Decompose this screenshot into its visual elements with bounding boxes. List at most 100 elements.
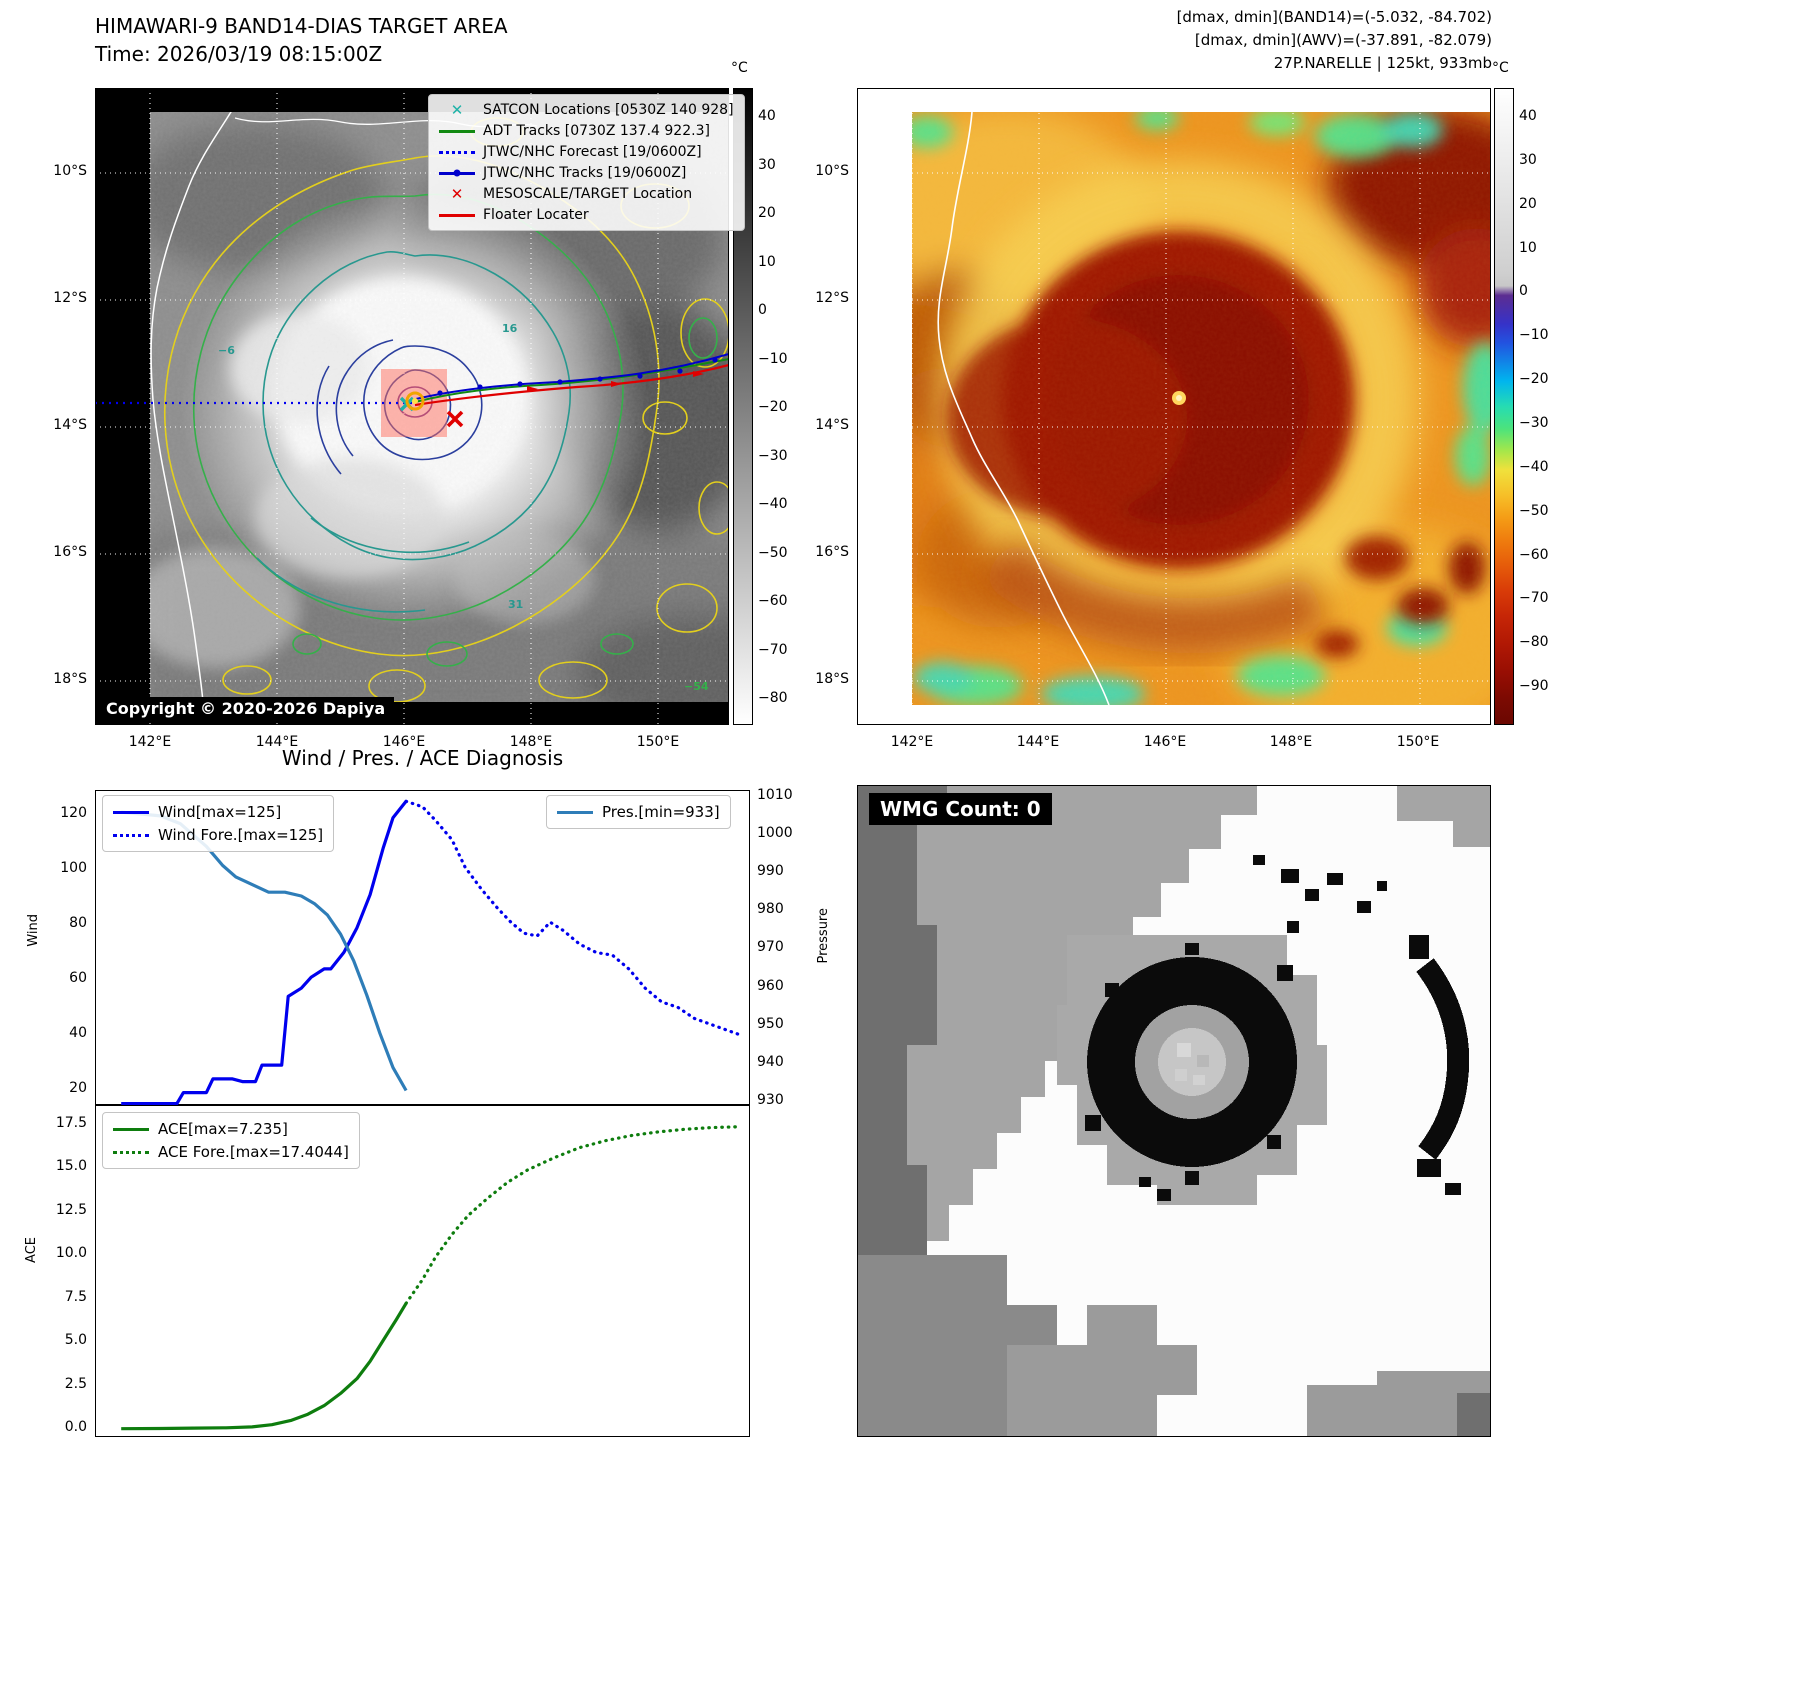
colorbar-tick-label: −80 bbox=[758, 690, 788, 706]
y-tick-label: 980 bbox=[757, 901, 784, 918]
axes-border bbox=[857, 88, 1491, 725]
dotted-line-icon bbox=[113, 833, 149, 837]
contour-label: −6 bbox=[218, 344, 235, 357]
y-tick-label: 930 bbox=[757, 1091, 784, 1108]
y-tick-label: 7.5 bbox=[64, 1288, 87, 1305]
y-tick-label: 120 bbox=[60, 805, 87, 821]
adt-track-line bbox=[414, 358, 729, 403]
grid-lines bbox=[95, 88, 729, 725]
colorbar-tick-label: −40 bbox=[1519, 458, 1549, 475]
wmg-eyewall-ring bbox=[1085, 943, 1298, 1185]
legend-item: Wind[max=125] bbox=[113, 802, 323, 822]
dotted-swatch-icon bbox=[113, 1145, 149, 1159]
colorbar-tick-label: 20 bbox=[1519, 195, 1537, 212]
dotted-swatch-icon bbox=[113, 828, 149, 842]
line-swatch-icon bbox=[439, 208, 475, 222]
colorbar-tick-label: 40 bbox=[758, 108, 776, 124]
lon-tick-label: 144°E bbox=[1016, 734, 1060, 750]
lat-tick-label: 16°S bbox=[53, 544, 87, 560]
lon-tick-label: 148°E bbox=[509, 734, 553, 750]
awv-map bbox=[857, 88, 1491, 725]
axes-border bbox=[857, 785, 1491, 1437]
colorbar-tick-label: 10 bbox=[1519, 239, 1537, 256]
colorbar-tick-label: 30 bbox=[758, 156, 776, 173]
awv-header-line-1: [dmax, dmin](BAND14)=(-5.032, -84.702) bbox=[1176, 8, 1492, 26]
legend-label: ACE Fore.[max=17.4044] bbox=[158, 1143, 349, 1161]
legend-item: ACE[max=7.235] bbox=[113, 1119, 349, 1139]
y-tick-label: 20 bbox=[69, 1079, 87, 1096]
wmg-count-label: WMG Count: 0 bbox=[869, 793, 1052, 825]
y-axis-label: Wind bbox=[26, 913, 41, 947]
mesoscale-x-marker bbox=[446, 410, 464, 428]
legend-item: ACE Fore.[max=17.4044] bbox=[113, 1142, 349, 1162]
legend-label: Floater Locater bbox=[483, 207, 589, 223]
legend-item: ✕ SATCON Locations [0530Z 140 928] bbox=[439, 101, 734, 119]
chart-legend: ACE[max=7.235] ACE Fore.[max=17.4044] bbox=[102, 1112, 360, 1169]
colorbar-tick-label: −10 bbox=[1519, 327, 1549, 344]
colorbar-tick-label: −70 bbox=[758, 641, 788, 658]
y-tick-label: 2.5 bbox=[64, 1375, 87, 1392]
series-line bbox=[121, 1302, 408, 1431]
axes-border bbox=[95, 88, 729, 725]
y-tick-label: 1000 bbox=[757, 825, 793, 841]
band14-time: Time: 2026/03/19 08:15:00Z bbox=[95, 42, 383, 66]
coastline bbox=[937, 112, 1110, 705]
map-legend: ✕ SATCON Locations [0530Z 140 928] ADT Tra… bbox=[428, 94, 745, 231]
awv-colorbar bbox=[1494, 88, 1514, 725]
awv-header-line-3: 27P.NARELLE | 125kt, 933mb bbox=[1273, 54, 1492, 72]
coastline bbox=[150, 112, 232, 702]
colorbar-tick-label: −60 bbox=[1519, 546, 1549, 563]
lat-tick-label: 14°S bbox=[53, 417, 87, 433]
lat-tick-label: 16°S bbox=[815, 544, 849, 560]
colorbar-tick-label: −60 bbox=[758, 593, 788, 609]
linedot-swatch-icon bbox=[439, 166, 475, 180]
y-tick-label: 40 bbox=[69, 1024, 87, 1041]
legend-item: ADT Tracks [0730Z 137.4 922.3] bbox=[439, 122, 734, 140]
storm-tracks bbox=[95, 353, 729, 428]
copyright-text: Copyright © 2020-2026 Dapiya bbox=[97, 697, 395, 720]
lat-tick-label: 18°S bbox=[815, 671, 849, 687]
solid-line-icon bbox=[113, 1127, 149, 1131]
legend-label: JTWC/NHC Tracks [19/0600Z] bbox=[483, 165, 687, 181]
legend-item: Pres.[min=933] bbox=[557, 802, 720, 822]
y-tick-label: 940 bbox=[757, 1053, 784, 1070]
adt-center-marker bbox=[405, 391, 425, 411]
lon-tick-label: 150°E bbox=[1396, 734, 1440, 750]
lat-tick-label: 18°S bbox=[53, 671, 87, 687]
contour-label: −54 bbox=[684, 680, 709, 693]
colorbar-unit-label: °C bbox=[731, 60, 748, 76]
contour-label: 31 bbox=[508, 598, 524, 611]
wmg-panel bbox=[857, 785, 1491, 1437]
solid-line-icon bbox=[439, 213, 475, 217]
colorbar-tick-label: 40 bbox=[1519, 108, 1537, 124]
colorbar-tick-label: 10 bbox=[758, 253, 776, 270]
dot-marker-icon bbox=[453, 169, 461, 177]
colorbar-tick-label: −30 bbox=[758, 447, 788, 464]
legend-item: JTWC/NHC Tracks [19/0600Z] bbox=[439, 164, 734, 182]
colorbar-tick-label: −90 bbox=[1519, 678, 1549, 695]
lon-tick-label: 142°E bbox=[890, 734, 934, 750]
colorbar-tick-label: 0 bbox=[1519, 283, 1528, 300]
y-tick-label: 1010 bbox=[757, 786, 793, 803]
lat-tick-label: 10°S bbox=[815, 163, 849, 179]
colorbar-tick-label: −20 bbox=[758, 399, 788, 415]
series-line bbox=[404, 799, 742, 1037]
lon-tick-label: 142°E bbox=[128, 734, 172, 750]
x-marker-icon: ✕ bbox=[450, 101, 464, 119]
grid-lines bbox=[857, 88, 1491, 725]
awv-header-line-2: [dmax, dmin](AWV)=(-37.891, -82.079) bbox=[1194, 31, 1492, 49]
legend-item: ✕ MESOSCALE/TARGET Location bbox=[439, 185, 734, 203]
lat-tick-label: 14°S bbox=[815, 417, 849, 433]
legend-label: MESOSCALE/TARGET Location bbox=[483, 186, 693, 202]
wmg-gray-regions bbox=[857, 785, 1491, 1437]
colorbar-tick-label: 0 bbox=[758, 302, 767, 318]
band14-colorbar bbox=[733, 88, 753, 725]
legend-item: Floater Locater bbox=[439, 206, 734, 224]
lat-tick-label: 12°S bbox=[815, 290, 849, 306]
contour-label: 16 bbox=[502, 322, 518, 335]
legend-label: Wind[max=125] bbox=[158, 803, 282, 821]
y-tick-label: 17.5 bbox=[55, 1114, 87, 1131]
colorbar-tick-label: −70 bbox=[1519, 590, 1549, 607]
line-swatch-icon bbox=[557, 805, 593, 819]
legend-item: Wind Fore.[max=125] bbox=[113, 825, 323, 845]
